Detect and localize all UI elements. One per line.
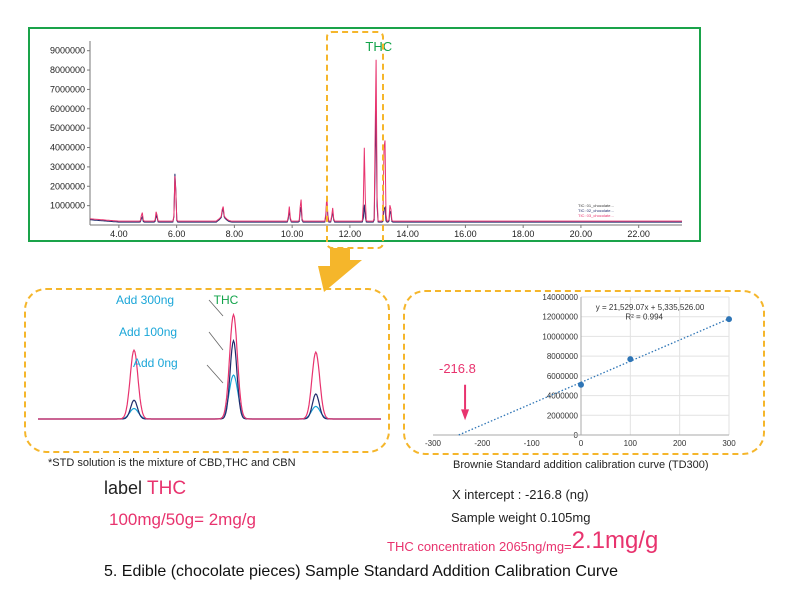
y-tick-label: 4000000: [50, 143, 85, 153]
y-tick-label: 2000000: [50, 181, 85, 191]
label-line: label THC: [104, 478, 186, 500]
thc-zoom-panel: THC Add 300ng Add 100ng Add 0ng: [24, 288, 390, 453]
label-concentration: 100mg/50g= 2mg/g: [109, 510, 256, 529]
zoom-title: THC: [214, 293, 239, 307]
std-note: *STD solution is the mixture of CBD,THC …: [48, 457, 296, 469]
y-tick-label: 5000000: [50, 123, 85, 133]
calibration-panel: 0 2000000 4000000 6000000 8000000 10000000 120…: [403, 290, 765, 455]
calibration-plot: 0 2000000 4000000 6000000 8000000 10000000 120…: [425, 293, 736, 448]
label-prefix: label: [104, 478, 148, 498]
x-tick-label: 12.00: [339, 229, 362, 239]
x-tick-label: -200: [474, 439, 491, 448]
data-point: [627, 356, 634, 363]
legend-entry: TIC: 01_chocolate...: [578, 203, 614, 208]
label-thc: THC: [147, 478, 187, 499]
y-tick-label: 2000000: [547, 411, 579, 420]
thc-zoom-plot: THC Add 300ng Add 100ng Add 0ng: [38, 293, 381, 420]
y-tick-label: 8000000: [547, 352, 579, 361]
intercept-arrowhead-icon: [461, 409, 470, 421]
trendline: [458, 318, 730, 436]
intercept-annotation: -216.8: [439, 361, 476, 376]
x-tick-label: 20.00: [570, 229, 593, 239]
y-tick-label: 9000000: [50, 46, 85, 56]
x-tick-label: 200: [673, 439, 687, 448]
zoom-trace-navy: [38, 338, 381, 420]
y-tick-label: 7000000: [50, 84, 85, 94]
y-tick-label: 6000000: [50, 104, 85, 114]
figure-caption: 5. Edible (chocolate pieces) Sample Stan…: [104, 563, 619, 580]
x-intercept-text: X intercept : -216.8 (ng): [452, 487, 589, 502]
y-tick-label: 12000000: [542, 313, 578, 322]
series-label: Add 300ng: [116, 293, 174, 307]
x-tick-label: 4.00: [110, 229, 128, 239]
x-tick-label: 10.00: [281, 229, 304, 239]
x-tick-label: 6.00: [168, 229, 186, 239]
x-tick-label: 0: [579, 439, 584, 448]
thc-concentration-value: 2.1mg/g: [571, 527, 659, 554]
y-tick-label: 6000000: [547, 372, 579, 381]
x-tick-label: -300: [425, 439, 442, 448]
pointer-line: [208, 331, 224, 351]
y-tick-label: 4000000: [547, 392, 579, 401]
chromatogram-title: THC: [365, 39, 392, 54]
chromatogram-panel: 1000000 2000000 3000000 4000000 5000000 60000…: [28, 27, 701, 242]
zoom-arrow-icon: [318, 248, 362, 292]
x-tick-label: 14.00: [396, 229, 419, 239]
series-label: Add 0ng: [133, 356, 178, 370]
pointer-line: [206, 364, 224, 384]
y-tick-label: 14000000: [542, 293, 578, 302]
thc-concentration-line: THC concentration 2065ng/mg=2.1mg/g: [387, 527, 658, 555]
x-tick-label: 8.00: [226, 229, 244, 239]
zoom-trace-cyan: [38, 374, 381, 420]
thc-concentration-prefix: THC concentration 2065ng/mg=: [387, 539, 572, 554]
y-tick-label: 3000000: [50, 162, 85, 172]
sample-weight-text: Sample weight 0.105mg: [451, 510, 591, 525]
trend-r2: R² = 0.994: [625, 313, 663, 322]
x-tick-label: 100: [624, 439, 638, 448]
legend-entry: TIC: 02_chocolate...: [578, 208, 614, 213]
calibration-title: Brownie Standard addition calibration cu…: [453, 459, 709, 471]
data-point: [578, 381, 584, 388]
y-tick-label: 8000000: [50, 65, 85, 75]
chromatogram-plot: 1000000 2000000 3000000 4000000 5000000 60000…: [50, 39, 682, 239]
x-tick-label: 300: [722, 439, 736, 448]
x-tick-label: -100: [524, 439, 541, 448]
legend-entry: TIC: 03_chocolate...: [578, 213, 614, 218]
x-tick-label: 22.00: [627, 229, 650, 239]
pointer-line: [208, 299, 224, 317]
trend-equation: y = 21,529.07x + 5,335,526.00: [596, 303, 705, 312]
zoom-trace-pink: [38, 312, 381, 420]
trace-pink: [89, 59, 682, 222]
thc-highlight-box: [326, 31, 384, 249]
x-tick-label: 16.00: [454, 229, 477, 239]
series-label: Add 100ng: [119, 325, 177, 339]
y-tick-label: 10000000: [542, 332, 578, 341]
y-tick-label: 1000000: [50, 201, 85, 211]
data-point: [726, 316, 732, 323]
trace-navy: [90, 110, 682, 223]
x-tick-label: 18.00: [512, 229, 535, 239]
